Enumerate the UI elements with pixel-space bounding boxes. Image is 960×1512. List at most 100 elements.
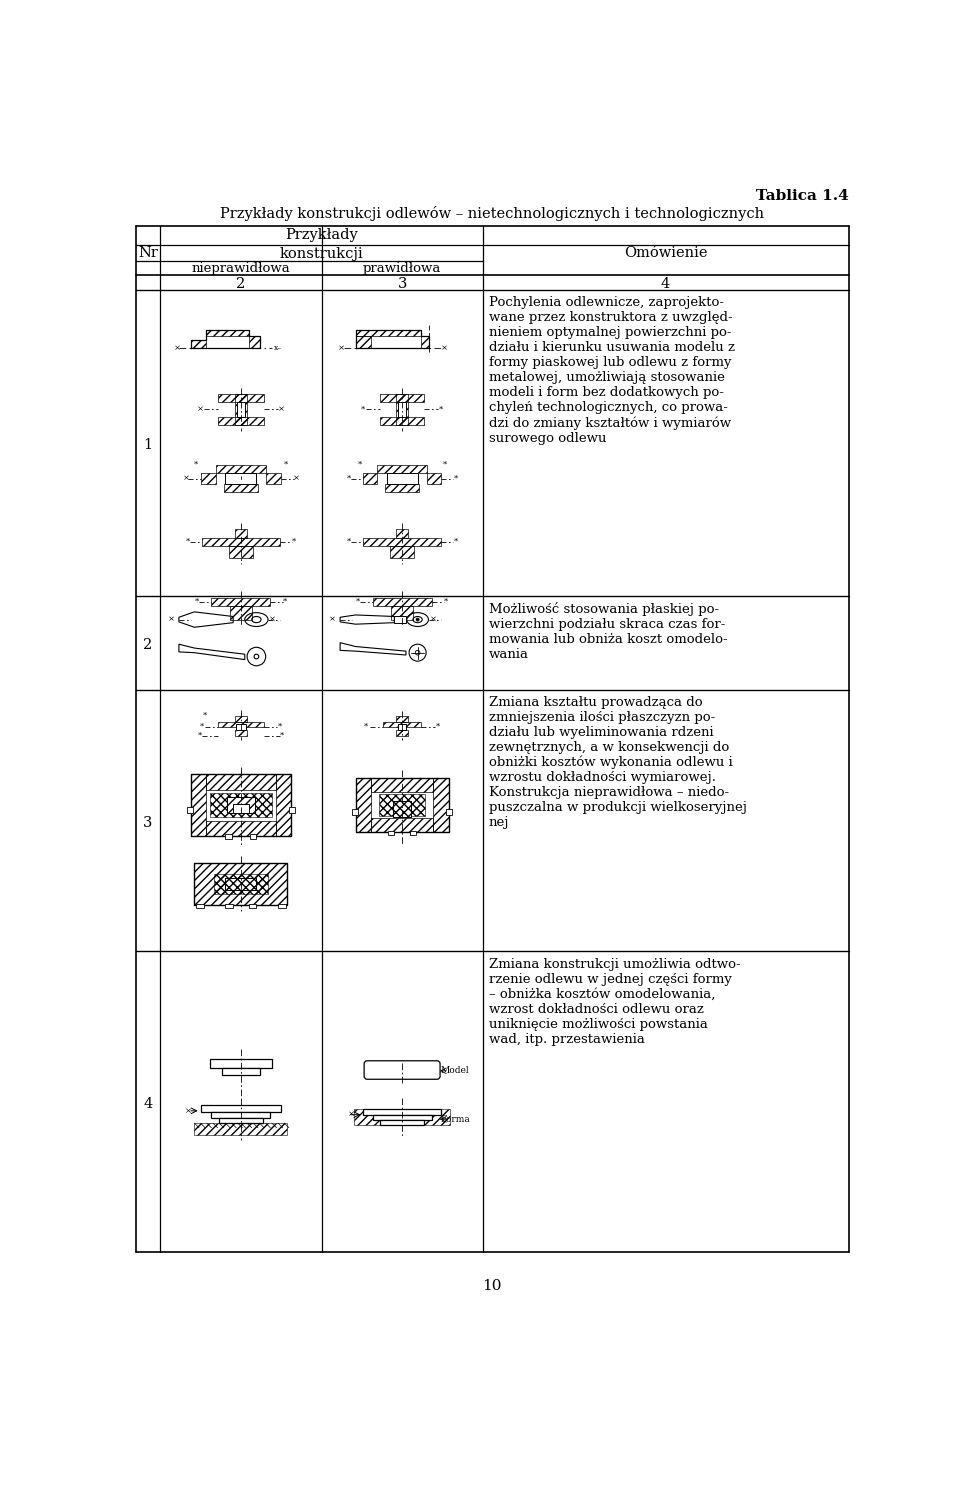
Bar — [190, 774, 206, 836]
Bar — [398, 402, 406, 417]
Bar — [203, 538, 279, 546]
Text: Pochylenia odlewnicze, zaprojekto-
wane przez konstruktora z uwzględ-
nieniem op: Pochylenia odlewnicze, zaprojekto- wane … — [489, 296, 735, 445]
Bar — [190, 774, 291, 836]
FancyBboxPatch shape — [364, 1061, 440, 1080]
Text: ×: × — [430, 615, 437, 623]
Text: 10: 10 — [482, 1279, 502, 1293]
Bar — [236, 724, 246, 730]
Bar — [388, 832, 395, 835]
Bar — [396, 529, 408, 538]
Bar — [211, 1111, 271, 1117]
Bar — [226, 835, 231, 839]
Bar — [251, 835, 256, 839]
Bar — [226, 878, 256, 891]
Bar — [355, 779, 372, 832]
Text: 2: 2 — [236, 277, 246, 290]
Text: ×: × — [168, 615, 175, 623]
Text: Możliwość stosowania płaskiej po-
wierzchni podziału skraca czas for-
mowania lu: Możliwość stosowania płaskiej po- wierzc… — [489, 602, 728, 661]
Text: ×: × — [184, 1107, 192, 1114]
Bar — [222, 1069, 260, 1075]
Bar — [421, 336, 429, 348]
Text: ×: × — [174, 343, 180, 352]
Text: 3: 3 — [397, 277, 407, 290]
Bar — [393, 801, 412, 816]
Bar — [190, 340, 206, 348]
Text: *: * — [439, 405, 443, 413]
Text: *: * — [204, 712, 207, 720]
Text: *: * — [347, 475, 350, 482]
Bar — [396, 730, 408, 736]
Bar — [206, 821, 276, 836]
Bar — [396, 395, 408, 425]
Text: *: * — [453, 475, 458, 482]
Text: ×: × — [197, 405, 204, 413]
Bar — [194, 863, 287, 906]
Text: Przykłady: Przykłady — [285, 228, 358, 242]
Bar — [201, 473, 216, 484]
Bar — [372, 779, 433, 792]
Text: *: * — [361, 405, 366, 413]
Text: 3: 3 — [143, 816, 153, 830]
Text: *: * — [444, 597, 448, 606]
Bar — [218, 417, 264, 425]
Text: *: * — [194, 461, 198, 469]
Bar — [210, 1060, 272, 1069]
Text: 4: 4 — [143, 1098, 153, 1111]
Text: ×: × — [293, 475, 300, 482]
Bar — [396, 715, 408, 723]
Text: ×: × — [182, 475, 189, 482]
Text: *: * — [280, 732, 284, 739]
Bar — [433, 779, 448, 832]
Bar — [351, 809, 358, 815]
Bar — [233, 803, 249, 813]
Text: *: * — [365, 723, 369, 730]
Bar — [234, 715, 247, 723]
Bar — [387, 473, 418, 484]
Bar — [377, 464, 427, 473]
Text: *: * — [436, 723, 440, 730]
Text: 4: 4 — [661, 277, 670, 290]
Bar — [380, 395, 423, 402]
Bar — [229, 546, 252, 558]
Text: ×: × — [277, 405, 285, 413]
Bar — [234, 529, 247, 538]
Text: *: * — [277, 723, 282, 730]
Bar — [214, 874, 268, 894]
Text: Tablica 1.4: Tablica 1.4 — [756, 189, 849, 203]
Bar — [210, 792, 272, 818]
Bar — [206, 330, 249, 336]
Text: nieprawidłowa: nieprawidłowa — [192, 262, 290, 275]
Text: *: * — [357, 461, 362, 469]
Bar — [395, 615, 406, 623]
Text: *: * — [292, 538, 296, 546]
Text: x–: x– — [275, 343, 282, 352]
Bar — [266, 473, 281, 484]
Text: *: * — [284, 461, 288, 469]
Bar — [194, 863, 287, 906]
Bar — [278, 904, 286, 907]
Bar — [216, 464, 266, 473]
Bar — [234, 730, 247, 736]
Text: Forma: Forma — [441, 1114, 470, 1123]
Text: prawidłowa: prawidłowa — [363, 262, 442, 275]
Text: *: * — [453, 538, 458, 546]
Bar — [219, 1117, 263, 1123]
Text: 1: 1 — [143, 438, 153, 452]
Bar — [392, 606, 413, 620]
Bar — [226, 904, 233, 907]
Text: Zmiana kształtu prowadząca do
zmniejszenia ilości płaszczyzn po-
działu lub wyel: Zmiana kształtu prowadząca do zmniejszen… — [489, 696, 747, 830]
Bar — [249, 336, 260, 348]
Text: *: * — [443, 461, 446, 469]
Text: ×: × — [329, 615, 336, 623]
Bar — [276, 774, 291, 836]
Bar — [227, 797, 254, 813]
Bar — [372, 599, 432, 606]
Bar — [355, 330, 421, 336]
Bar — [355, 779, 448, 832]
Text: *: * — [186, 538, 190, 546]
Text: ×: × — [338, 343, 346, 352]
Bar — [427, 473, 441, 484]
Bar — [354, 1110, 450, 1125]
Text: Przykłady konstrukcji odlewów – nietechnologicznych i technologicznych: Przykłady konstrukcji odlewów – nietechn… — [220, 206, 764, 221]
Bar — [380, 1120, 423, 1125]
